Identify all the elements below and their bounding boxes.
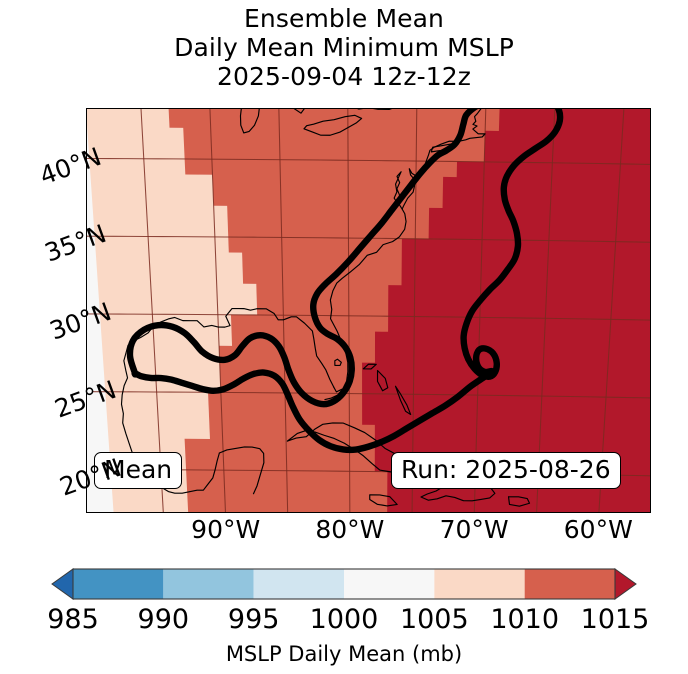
contour-fill-layer — [86, 108, 651, 513]
coastline-segment — [329, 108, 486, 393]
colorbar-tick-1010: 1010 — [490, 604, 560, 635]
mean-legend-box[interactable]: Mean — [94, 452, 183, 489]
coastline-segment — [354, 108, 395, 110]
colorbar-outline — [72, 568, 616, 600]
map-panel[interactable]: Mean Run: 2025-08-26 — [86, 108, 651, 513]
coastline-segment — [362, 363, 377, 370]
colorbar-band-0[interactable] — [73, 569, 164, 599]
colorbar-band-2[interactable] — [253, 569, 344, 599]
threshold-contour-path[interactable] — [126, 108, 564, 454]
lon-label-90: 90°W — [191, 515, 261, 544]
title-line-1: Ensemble Mean — [244, 4, 444, 33]
coastline-segment — [303, 114, 363, 136]
colorbar-tick-1000: 1000 — [309, 604, 379, 635]
colorbar-band-5[interactable] — [524, 569, 615, 599]
colorbar-tick-1015: 1015 — [580, 604, 650, 635]
title-line-3: 2025-09-04 12z-12z — [217, 62, 471, 91]
colorbar-band-4[interactable] — [434, 569, 525, 599]
colorbar-tick-990: 990 — [137, 604, 190, 635]
colorbar-panel[interactable]: 985 990 995 1000 1005 1010 1015 MSLP Daily Mea… — [0, 560, 688, 674]
coastline-segment — [394, 385, 412, 416]
colorbar-extend-over[interactable] — [614, 568, 637, 600]
coastline-segment — [218, 446, 265, 495]
colorbar-tick-985: 985 — [47, 604, 99, 635]
coastline-segment — [376, 369, 389, 392]
colorbar-tick-1005: 1005 — [399, 604, 469, 635]
colorbar-tick-995: 995 — [227, 604, 280, 635]
map-canvas[interactable] — [86, 108, 651, 513]
lon-label-60: 60°W — [563, 515, 633, 544]
threshold-contour[interactable] — [126, 108, 564, 454]
coastline-segment — [507, 496, 531, 507]
colorbar-band-1[interactable] — [163, 569, 254, 599]
colorbar-extend-under[interactable] — [51, 568, 74, 600]
colorbar-bands[interactable] — [51, 568, 637, 600]
lon-label-80: 80°W — [315, 515, 385, 544]
colorbar-label: MSLP Daily Mean (mb) — [225, 642, 463, 666]
colorbar[interactable] — [0, 560, 688, 610]
coastline-segment — [369, 494, 398, 507]
run-date-box[interactable]: Run: 2025-08-26 — [391, 452, 621, 489]
colorbar-band-3[interactable] — [344, 569, 435, 599]
title-line-2: Daily Mean Minimum MSLP — [174, 33, 514, 62]
lon-label-70: 70°W — [439, 515, 509, 544]
coastline-segment — [334, 358, 342, 367]
coastline-segment — [239, 108, 260, 134]
page-title: Ensemble Mean Daily Mean Minimum MSLP 20… — [0, 4, 688, 91]
fill-region-1005-1010 — [86, 108, 258, 513]
